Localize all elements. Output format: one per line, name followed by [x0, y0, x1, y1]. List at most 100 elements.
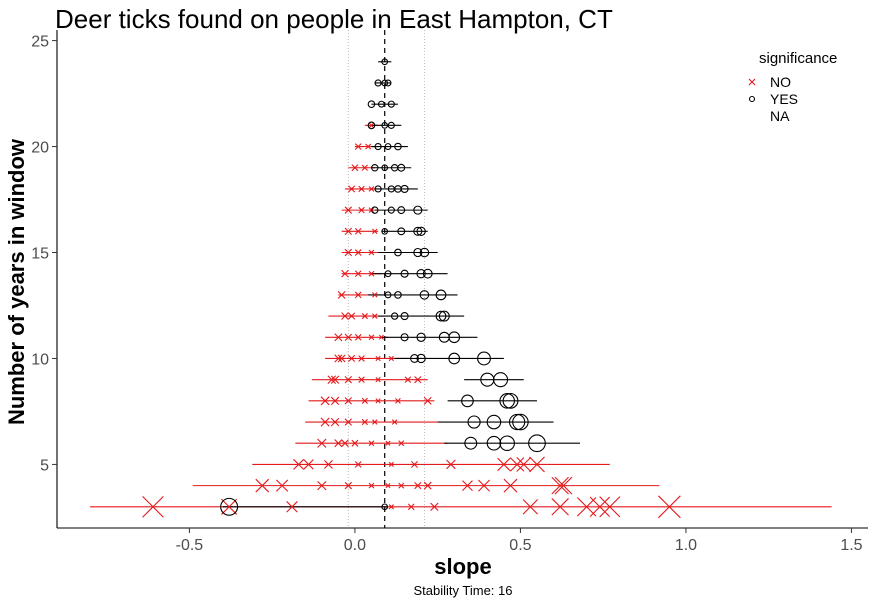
x-stroke [388, 355, 394, 362]
x-stroke [385, 483, 391, 489]
yes-point-marker [367, 100, 376, 109]
plot-area [90, 30, 832, 528]
no-point-marker [368, 270, 375, 277]
x-stroke [358, 355, 365, 362]
x-stroke [529, 456, 545, 473]
no-point-marker [344, 481, 353, 490]
yes-point-marker [467, 415, 481, 429]
yes-point-marker [419, 290, 430, 300]
no-point-marker [354, 143, 362, 150]
x-stroke [341, 312, 349, 320]
x-stroke [407, 503, 415, 511]
no-point-marker [354, 270, 362, 278]
x-stroke [286, 501, 298, 513]
x-stroke [368, 440, 375, 447]
yes-point-marker [390, 312, 399, 320]
x-stroke [337, 290, 346, 299]
no-point-marker [320, 396, 330, 406]
no-point-marker [388, 504, 394, 510]
no-point-marker [348, 185, 356, 193]
x-stroke [344, 333, 353, 341]
no-point-marker [354, 333, 362, 341]
y-tick-label: 20 [31, 140, 49, 157]
no-point-marker [293, 458, 305, 470]
x-stroke [497, 457, 511, 472]
yes-point-marker [387, 121, 395, 129]
no-point-marker [334, 439, 343, 448]
legend-key-circle [748, 95, 756, 103]
x-stroke [414, 376, 422, 384]
x-stroke [368, 270, 375, 277]
no-point-marker [372, 292, 378, 298]
yes-point-marker [394, 142, 402, 151]
x-stroke [354, 461, 362, 468]
no-point-marker [320, 417, 330, 427]
chart-caption: Stability Time: 16 [414, 583, 513, 598]
no-point-marker [414, 376, 422, 384]
x-stroke [358, 206, 365, 214]
no-point-marker [576, 497, 597, 517]
y-tick-label: 25 [31, 34, 49, 51]
yes-point-marker [384, 291, 392, 299]
yes-point-marker [413, 226, 423, 236]
x-stroke [372, 228, 378, 235]
yes-point-marker [381, 122, 389, 129]
no-point-marker [368, 186, 375, 192]
no-point-marker [375, 377, 381, 383]
no-point-marker [361, 418, 368, 426]
x-stroke [293, 458, 305, 470]
no-point-marker [361, 164, 368, 171]
yes-point-marker [400, 184, 409, 194]
y-tick-label: 10 [31, 351, 49, 368]
yes-point-marker [461, 394, 474, 408]
yes-point-marker [486, 435, 502, 451]
no-point-marker [503, 478, 518, 493]
yes-point-marker [435, 289, 447, 301]
no-point-marker [344, 248, 353, 257]
yes-point-marker [464, 436, 478, 450]
yes-point-marker [512, 413, 529, 431]
no-point-marker [589, 496, 611, 517]
yes-point-marker [493, 372, 509, 388]
yes-point-marker [371, 164, 379, 172]
yes-point-marker [435, 310, 447, 322]
yes-point-marker [477, 351, 491, 366]
x-stroke [327, 375, 337, 384]
x-stroke [375, 398, 381, 404]
x-stroke [398, 440, 405, 447]
no-point-marker [351, 439, 359, 447]
no-point-marker [344, 375, 353, 384]
no-point-marker [330, 375, 340, 384]
x-stroke [334, 354, 343, 363]
no-point-marker [478, 479, 491, 492]
x-tick-label: 1.5 [840, 537, 862, 554]
x-stroke [324, 459, 333, 469]
x-stroke [354, 249, 362, 256]
x-stroke [395, 397, 401, 404]
legend-label: NA [770, 108, 790, 124]
no-point-marker [378, 334, 384, 340]
no-point-marker [411, 460, 418, 468]
yes-point-marker [381, 58, 389, 66]
no-point-marker [599, 496, 621, 518]
no-point-marker [348, 354, 356, 363]
no-point-marker [255, 478, 270, 493]
x-stroke [385, 440, 391, 446]
no-point-marker [334, 354, 343, 363]
x-stroke [348, 354, 356, 363]
no-point-marker [344, 206, 353, 214]
x-stroke [303, 459, 314, 470]
no-point-marker [344, 333, 353, 341]
x-stroke [317, 480, 327, 491]
no-point-marker [337, 354, 346, 363]
x-stroke [551, 498, 569, 516]
x-axis-title: slope [434, 554, 491, 579]
no-point-marker [330, 417, 340, 427]
x-stroke [509, 457, 525, 472]
x-stroke [388, 461, 394, 468]
yes-point-marker [220, 497, 239, 516]
x-stroke [446, 459, 456, 470]
yes-point-marker [381, 227, 389, 235]
x-stroke [372, 292, 378, 298]
yes-point-marker [381, 503, 389, 511]
